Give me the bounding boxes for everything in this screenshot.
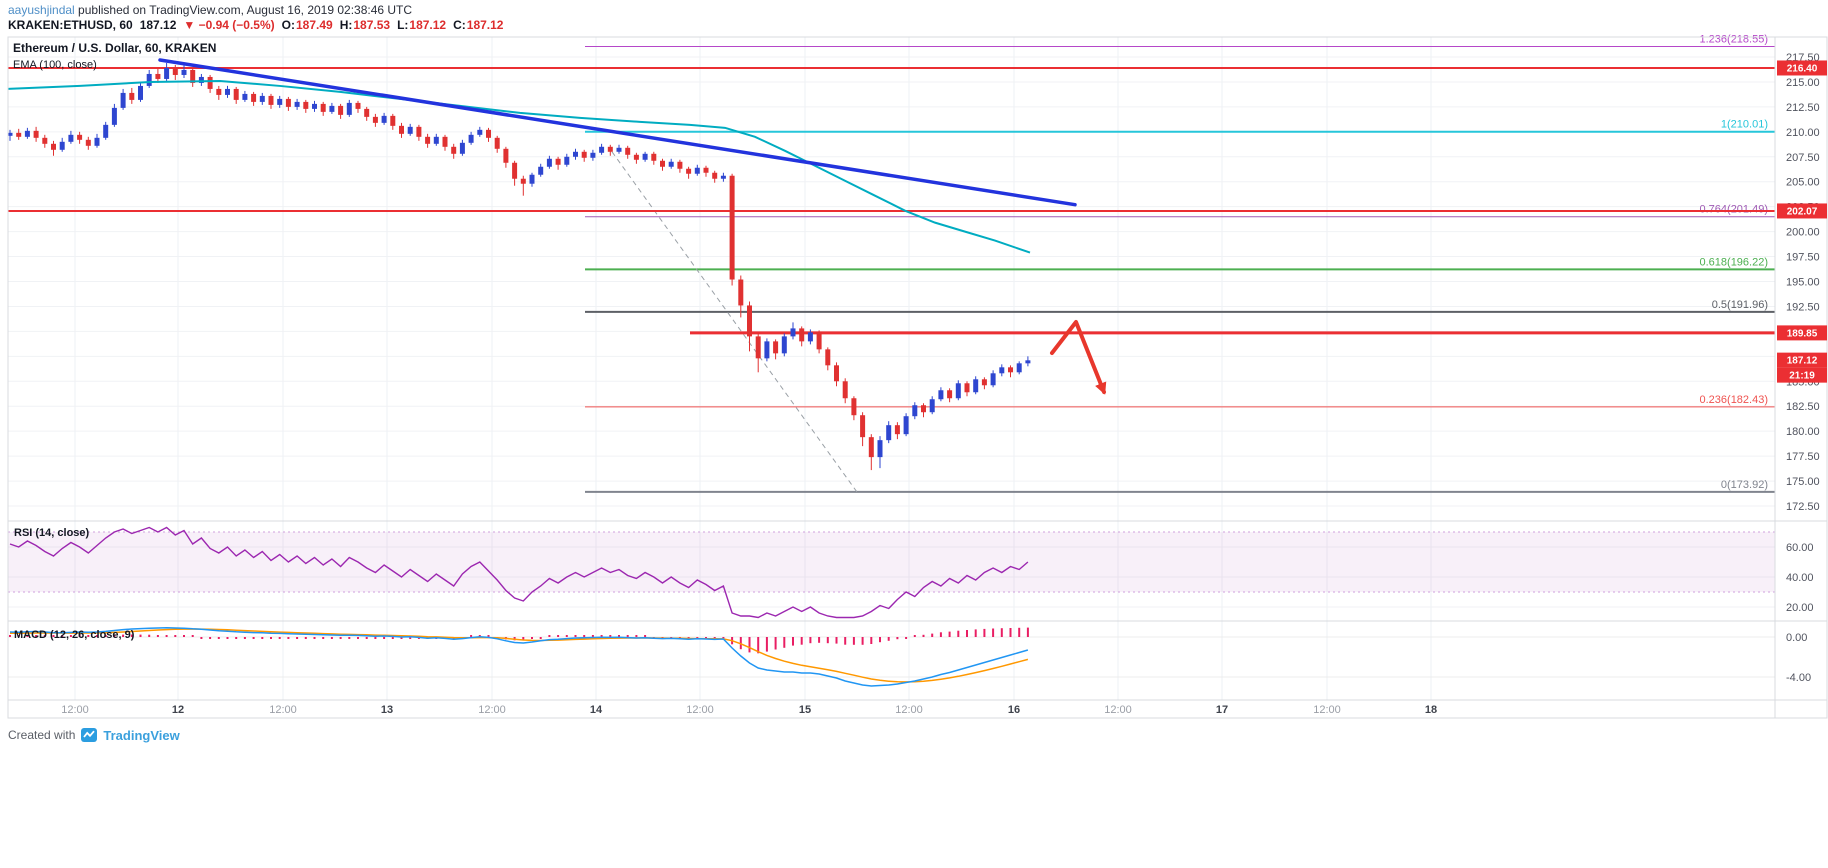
svg-text:12:00: 12:00 bbox=[895, 704, 923, 716]
svg-text:195.00: 195.00 bbox=[1786, 277, 1820, 289]
rsi-band bbox=[8, 531, 1775, 593]
footer: Created with TradingView bbox=[8, 727, 180, 743]
svg-text:207.50: 207.50 bbox=[1786, 152, 1820, 164]
svg-text:210.00: 210.00 bbox=[1786, 127, 1820, 139]
svg-text:1(210.01): 1(210.01) bbox=[1721, 119, 1768, 131]
trendline bbox=[158, 58, 1077, 207]
svg-text:12:00: 12:00 bbox=[1104, 704, 1132, 716]
svg-text:177.50: 177.50 bbox=[1786, 451, 1820, 463]
svg-text:12:00: 12:00 bbox=[478, 704, 506, 716]
quote-high: H: 187.53 bbox=[339, 18, 391, 32]
svg-text:197.50: 197.50 bbox=[1786, 252, 1820, 264]
fib-retracement: 1.236(218.55) 1(210.01) 0.764(201.49) 0.618… bbox=[585, 34, 1775, 493]
pane-borders bbox=[7, 36, 1828, 719]
svg-text:187.12: 187.12 bbox=[1787, 356, 1818, 367]
svg-text:20.00: 20.00 bbox=[1786, 602, 1814, 614]
quote-line: KRAKEN:ETHUSD, 60 187.12 ▼ −0.94 (−0.5%)… bbox=[8, 18, 503, 32]
svg-text:200.00: 200.00 bbox=[1786, 227, 1820, 239]
svg-text:215.00: 215.00 bbox=[1786, 77, 1820, 89]
created-with-text: Created with bbox=[8, 728, 76, 742]
ema-line bbox=[7, 79, 1031, 254]
svg-text:40.00: 40.00 bbox=[1786, 572, 1814, 584]
macd-label: MACD (12, 26, close, 9) bbox=[14, 629, 135, 641]
quote-open: O: 187.49 bbox=[281, 18, 333, 32]
candlestick-series bbox=[7, 62, 1031, 471]
price-badges: 216.40 202.07 189.85 187.12 21:19 bbox=[1777, 60, 1827, 383]
quote-last-price: 187.12 bbox=[139, 18, 177, 32]
chart-legend-title: Ethereum / U.S. Dollar, 60, KRAKEN bbox=[13, 41, 217, 55]
byline-author: aayushjindal bbox=[8, 3, 75, 17]
svg-text:172.50: 172.50 bbox=[1786, 501, 1820, 513]
byline: aayushjindal published on TradingView.co… bbox=[8, 3, 412, 17]
time-axis: 12:00 12 12:00 13 12:00 14 12:00 15 12:00 16 12:00… bbox=[61, 704, 1437, 716]
svg-text:60.00: 60.00 bbox=[1786, 542, 1814, 554]
svg-text:0.5(191.96): 0.5(191.96) bbox=[1712, 299, 1768, 311]
svg-text:16: 16 bbox=[1008, 704, 1020, 716]
tradingview-brand[interactable]: TradingView bbox=[103, 727, 180, 743]
svg-text:12: 12 bbox=[172, 704, 184, 716]
tradingview-logo-icon[interactable] bbox=[81, 727, 98, 743]
svg-text:0.764(201.49): 0.764(201.49) bbox=[1700, 204, 1769, 216]
rsi-label: RSI (14, close) bbox=[14, 527, 90, 539]
svg-text:-4.00: -4.00 bbox=[1786, 672, 1811, 684]
svg-text:12:00: 12:00 bbox=[61, 704, 89, 716]
svg-text:0.00: 0.00 bbox=[1786, 632, 1807, 644]
svg-text:21:19: 21:19 bbox=[1789, 371, 1815, 382]
svg-text:12:00: 12:00 bbox=[269, 704, 297, 716]
svg-text:216.40: 216.40 bbox=[1787, 63, 1818, 74]
svg-text:202.07: 202.07 bbox=[1787, 206, 1818, 217]
rsi-line bbox=[9, 526, 1029, 619]
quote-symbol: KRAKEN:ETHUSD, 60 bbox=[8, 18, 133, 32]
arrow-annotation bbox=[1050, 320, 1107, 395]
svg-text:1.236(218.55): 1.236(218.55) bbox=[1700, 34, 1769, 46]
svg-text:14: 14 bbox=[590, 704, 603, 716]
svg-text:180.00: 180.00 bbox=[1786, 426, 1820, 438]
quote-close: C: 187.12 bbox=[453, 18, 504, 32]
svg-text:212.50: 212.50 bbox=[1786, 102, 1820, 114]
svg-text:12:00: 12:00 bbox=[686, 704, 714, 716]
byline-text: published on TradingView.com, August 16,… bbox=[74, 3, 413, 17]
quote-low: L: 187.12 bbox=[397, 18, 447, 32]
svg-text:0(173.92): 0(173.92) bbox=[1721, 479, 1768, 491]
svg-text:192.50: 192.50 bbox=[1786, 301, 1820, 313]
svg-text:17: 17 bbox=[1216, 704, 1228, 716]
svg-text:0.618(196.22): 0.618(196.22) bbox=[1700, 256, 1769, 268]
svg-text:12:00: 12:00 bbox=[1313, 704, 1341, 716]
quote-change: ▼ −0.94 (−0.5%) bbox=[183, 18, 275, 32]
chart-legend-ema: EMA (100, close) bbox=[13, 59, 97, 71]
svg-text:205.00: 205.00 bbox=[1786, 177, 1820, 189]
svg-text:15: 15 bbox=[799, 704, 811, 716]
svg-text:13: 13 bbox=[381, 704, 393, 716]
gridlines bbox=[8, 37, 1775, 700]
svg-text:189.85: 189.85 bbox=[1787, 328, 1818, 339]
alert-lines bbox=[8, 66, 1775, 335]
svg-text:18: 18 bbox=[1425, 704, 1437, 716]
macd-series bbox=[9, 627, 1029, 687]
svg-text:0.236(182.43): 0.236(182.43) bbox=[1700, 394, 1769, 406]
svg-text:175.00: 175.00 bbox=[1786, 476, 1820, 488]
svg-text:182.50: 182.50 bbox=[1786, 401, 1820, 413]
